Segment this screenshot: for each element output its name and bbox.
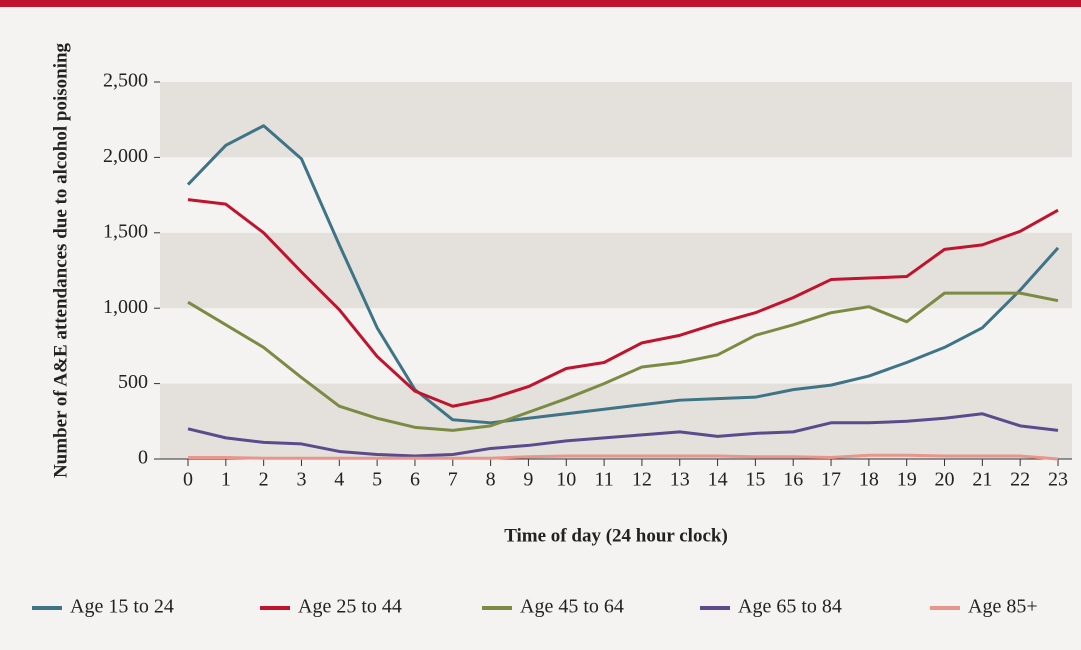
legend-label: Age 15 to 24 xyxy=(70,596,174,618)
x-tick-label: 15 xyxy=(745,469,765,491)
legend-label: Age 65 to 84 xyxy=(738,596,842,618)
x-tick-label: 11 xyxy=(594,469,613,491)
y-tick-label: 2,000 xyxy=(103,145,148,167)
series-line xyxy=(186,124,1060,425)
band xyxy=(160,383,1072,459)
band xyxy=(160,232,1072,309)
x-tick-label: 10 xyxy=(556,469,576,491)
legend-label: Age 85+ xyxy=(968,596,1038,618)
y-tick-label: 2,500 xyxy=(103,70,148,92)
x-tick-label: 16 xyxy=(783,469,803,491)
legend-label: Age 45 to 64 xyxy=(520,596,624,618)
x-tick-label: 21 xyxy=(972,469,992,491)
x-tick-label: 5 xyxy=(372,469,382,491)
x-tick-label: 0 xyxy=(183,469,193,491)
x-tick-label: 7 xyxy=(448,469,458,491)
x-tick-label: 6 xyxy=(410,469,420,491)
series-line xyxy=(187,412,1059,458)
x-tick-label: 4 xyxy=(334,469,344,491)
x-tick-label: 9 xyxy=(523,469,533,491)
x-tick-label: 13 xyxy=(670,469,690,491)
x-tick-label: 1 xyxy=(221,469,231,491)
x-tick-label: 3 xyxy=(296,469,306,491)
x-tick-label: 22 xyxy=(1010,469,1030,491)
band xyxy=(160,82,1072,158)
y-tick-label: 500 xyxy=(118,371,148,393)
x-tick-label: 17 xyxy=(821,469,841,491)
legend-label: Age 25 to 44 xyxy=(298,596,402,618)
x-tick-label: 8 xyxy=(486,469,496,491)
y-axis-label: Number of A&E attendances due to alcohol… xyxy=(50,42,71,478)
y-tick-label: 1,000 xyxy=(103,296,148,318)
series-line xyxy=(187,291,1059,432)
series-line xyxy=(188,453,1059,461)
x-tick-label: 14 xyxy=(708,469,728,491)
x-tick-label: 12 xyxy=(632,469,652,491)
series-line xyxy=(187,198,1059,408)
top-bar xyxy=(0,0,1081,7)
x-tick-label: 18 xyxy=(859,469,879,491)
x-tick-label: 23 xyxy=(1048,469,1068,491)
y-tick-label: 0 xyxy=(138,447,148,469)
y-tick-label: 1,500 xyxy=(103,220,148,242)
x-tick-label: 2 xyxy=(259,469,269,491)
x-tick-label: 19 xyxy=(897,469,917,491)
x-tick-label: 20 xyxy=(935,469,955,491)
x-axis-label: Time of day (24 hour clock) xyxy=(504,525,728,546)
